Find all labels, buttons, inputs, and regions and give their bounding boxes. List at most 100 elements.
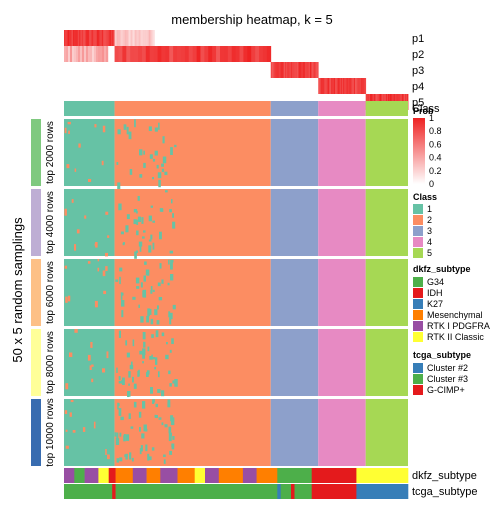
prob-cell-p1 — [79, 30, 81, 46]
body-speckle — [157, 172, 162, 179]
prob-cell-p1 — [104, 30, 107, 46]
body-speckle — [127, 391, 129, 398]
body-speckle — [168, 370, 171, 375]
body-speckle — [155, 330, 159, 338]
prob-cell-p4 — [324, 78, 326, 94]
prob-cell-p1 — [71, 30, 74, 46]
body-speckle — [157, 389, 161, 393]
prob-legend-title: Prob — [413, 106, 434, 116]
prob-cell-p2 — [177, 46, 182, 62]
body-speckle — [152, 158, 156, 162]
prob-cell-p1 — [152, 30, 155, 46]
body-speckle — [137, 196, 140, 201]
prob-cell-p1 — [96, 30, 99, 46]
body-speckle — [91, 378, 94, 383]
prob-cell-p2 — [184, 46, 190, 62]
body-speckle — [171, 199, 173, 204]
body-speckle — [142, 290, 145, 297]
prob-cell-p4 — [336, 78, 338, 94]
prob-cell-p1 — [146, 30, 149, 46]
prob-cell-p4 — [352, 78, 355, 94]
dkfz-track-cell — [98, 468, 109, 483]
body-speckle — [172, 304, 176, 310]
body-speckle — [114, 432, 117, 437]
prob-cell-p2 — [247, 46, 252, 62]
prob-cell-p1 — [105, 30, 108, 46]
prob-cell-p1 — [110, 30, 113, 46]
body-speckle — [154, 127, 158, 132]
prob-cell-p4 — [350, 78, 352, 94]
body-speckle — [163, 459, 166, 464]
dkfz-legend-title: dkfz_subtype — [413, 264, 471, 274]
dkfz-legend-label: RTK I PDGFRA — [427, 321, 490, 331]
prob-cell-p2 — [92, 46, 95, 62]
row-group-bar — [31, 119, 41, 186]
body-block-3 — [270, 399, 319, 466]
body-block-5 — [365, 259, 408, 326]
prob-cell-p2 — [70, 46, 73, 62]
body-speckle — [148, 126, 152, 132]
prob-cell-p1 — [144, 30, 147, 46]
body-speckle — [143, 150, 145, 155]
prob-cell-p1 — [114, 30, 117, 46]
body-block-4 — [318, 259, 366, 326]
body-speckle — [138, 411, 142, 418]
body-speckle — [156, 164, 159, 169]
prob-cell-p4 — [360, 78, 363, 94]
prob-cell-p4 — [344, 78, 346, 94]
body-block-4 — [318, 329, 366, 396]
prob-cell-p1 — [148, 30, 151, 46]
prob-cell-p1 — [113, 30, 115, 46]
prob-cell-p2 — [180, 46, 186, 62]
body-speckle — [74, 329, 78, 333]
prob-cell-p4 — [327, 78, 330, 94]
class-legend-swatch-4 — [413, 237, 423, 247]
prob-cell-p4 — [339, 78, 342, 94]
body-block-2 — [114, 399, 271, 466]
prob-cell-p3 — [283, 62, 286, 78]
body-speckle — [159, 231, 162, 240]
prob-cell-p2 — [188, 46, 194, 62]
prob-cell-p2 — [235, 46, 240, 62]
body-speckle — [142, 348, 146, 356]
body-speckle — [134, 251, 137, 259]
prob-cell-p2 — [149, 46, 155, 62]
body-speckle — [139, 174, 143, 178]
row-group-label: top 8000 rows — [45, 331, 56, 394]
prob-cell-p4 — [364, 78, 367, 94]
prob-cell-p2 — [208, 46, 213, 62]
prob-cell-p1 — [98, 30, 100, 46]
prob-cell-p2 — [84, 46, 87, 62]
class-legend-label-4: 4 — [427, 237, 432, 247]
prob-cell-p2 — [227, 46, 233, 62]
body-speckle — [142, 332, 146, 340]
prob-cell-p2 — [66, 46, 69, 62]
prob-cell-p1 — [93, 30, 95, 46]
legends: Prob10.80.60.40.20Class12345dkfz_subtype… — [413, 106, 490, 395]
body-speckle — [156, 320, 160, 325]
tcga-track-cell — [291, 484, 295, 499]
class-track-cell-5 — [365, 101, 408, 116]
dkfz-legend-swatch — [413, 321, 423, 331]
body-speckle — [74, 244, 77, 251]
body-speckle — [115, 279, 119, 282]
body-speckle — [133, 219, 137, 225]
prob-cell-p2 — [192, 46, 197, 62]
body-speckle — [65, 445, 69, 449]
body-speckle — [160, 209, 164, 212]
tcga-track-cell — [112, 484, 116, 499]
body-speckle — [87, 354, 91, 361]
prob-cell-p2 — [98, 46, 101, 62]
body-speckle — [152, 220, 156, 223]
body-speckle — [65, 383, 69, 390]
body-speckle — [141, 217, 144, 224]
body-block-2 — [114, 119, 271, 186]
body-speckle — [172, 380, 175, 384]
body-speckle — [123, 124, 127, 130]
body-speckle — [154, 150, 158, 156]
prob-cell-p4 — [355, 78, 357, 94]
body-speckle — [117, 129, 121, 135]
body-speckle — [125, 225, 129, 233]
prob-cell-p2 — [118, 46, 123, 62]
